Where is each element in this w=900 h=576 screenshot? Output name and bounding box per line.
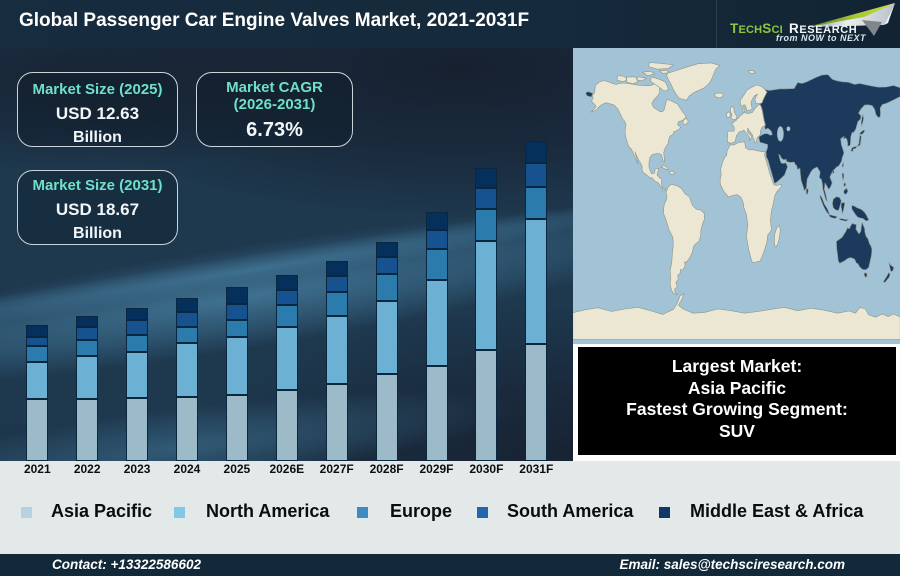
svg-text:RESEARCH: RESEARCH xyxy=(789,21,857,36)
svg-text:from NOW to NEXT: from NOW to NEXT xyxy=(776,33,867,43)
svg-text:TECHSCI: TECHSCI xyxy=(730,21,783,36)
